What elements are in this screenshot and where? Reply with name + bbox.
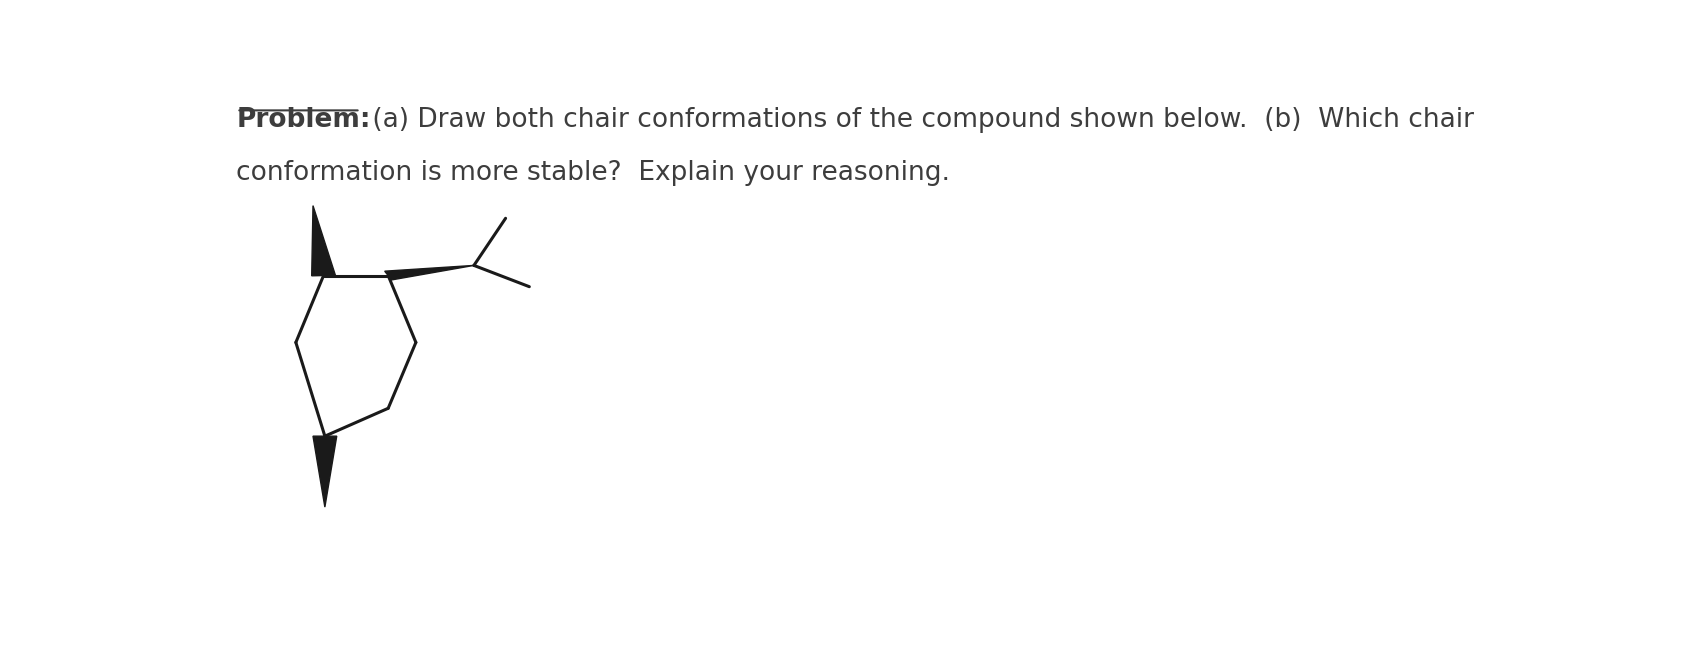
Text: conformation is more stable?  Explain your reasoning.: conformation is more stable? Explain you… xyxy=(237,160,950,186)
Text: Problem:: Problem: xyxy=(237,107,371,133)
Polygon shape xyxy=(311,205,335,276)
Polygon shape xyxy=(385,265,473,280)
Text: (a) Draw both chair conformations of the compound shown below.  (b)  Which chair: (a) Draw both chair conformations of the… xyxy=(364,107,1474,133)
Polygon shape xyxy=(313,436,337,507)
